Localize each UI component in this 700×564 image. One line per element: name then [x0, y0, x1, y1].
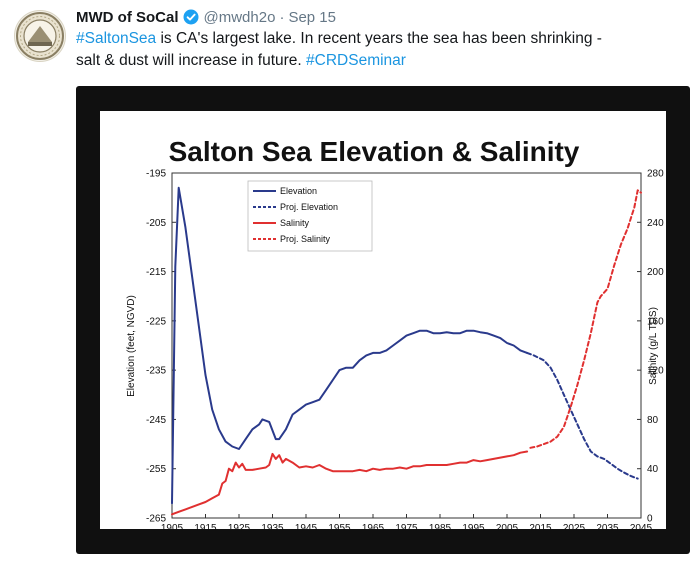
tweet-media-image[interactable]: Salton Sea Elevation & Salinity 1905 1915…	[76, 86, 690, 554]
user-name[interactable]: MWD of SoCal	[76, 8, 179, 26]
chart-slide: Salton Sea Elevation & Salinity 1905 1915…	[100, 111, 666, 535]
verified-badge-icon	[183, 9, 198, 25]
separator-dot: ·	[279, 8, 285, 26]
tweet-text: #SaltonSea is CA's largest lake. In rece…	[76, 28, 686, 72]
legend-label-salinity: Salinity	[280, 218, 310, 228]
x-tick-label: 1965	[362, 523, 385, 529]
y2-axis-label: Salinity (g/L TDS)	[648, 307, 659, 385]
mwd-seal-logo	[16, 12, 64, 60]
x-tick-label: 1955	[328, 523, 351, 529]
y-tick-label: -245	[146, 415, 166, 426]
legend-label-elevation: Elevation	[280, 186, 317, 196]
hashtag-saltonsea[interactable]: #SaltonSea	[76, 30, 157, 47]
y2-tick-label: 120	[647, 366, 664, 377]
x-tick-label: 2015	[529, 523, 552, 529]
tweet-header: MWD of SoCal @mwdh2o · Sep 15	[76, 6, 336, 28]
y2-tick-label: 0	[647, 514, 653, 525]
x-tick-label: 2045	[630, 523, 653, 529]
x-tick-label: 1985	[429, 523, 452, 529]
y-tick-label: -205	[146, 218, 166, 229]
tweet-date[interactable]: Sep 15	[288, 8, 336, 26]
x-tick-label: 1935	[261, 523, 284, 529]
legend-label-proj-elevation: Proj. Elevation	[280, 202, 338, 212]
series-line-salinity	[171, 450, 529, 516]
tweet-body-1: is CA's largest lake. In recent years th…	[156, 30, 602, 47]
y-axis-label: Elevation (feet, NGVD)	[126, 295, 137, 397]
y2-tick-label: 280	[647, 169, 664, 180]
avatar[interactable]	[14, 10, 66, 62]
plot-frame	[171, 172, 642, 519]
series-line-proj-elevation	[526, 351, 639, 480]
chart-axes: 1905 1915 1925 1935 1945 1955 1965 1975 1985 1995…	[146, 169, 664, 535]
x-tick-label: 2025	[563, 523, 586, 529]
user-handle[interactable]: @mwdh2o	[203, 8, 276, 26]
tweet-text-line-1: #SaltonSea is CA's largest lake. In rece…	[76, 28, 686, 50]
x-tick-label: 2035	[596, 523, 619, 529]
series-line-elevation	[171, 186, 529, 505]
y-tick-label: -255	[146, 464, 166, 475]
chart-lines	[171, 186, 642, 516]
y2-tick-label: 160	[647, 316, 664, 327]
series-line-proj-salinity	[529, 189, 642, 449]
y-tick-label: -265	[146, 514, 166, 525]
y-tick-label: -195	[146, 169, 166, 180]
x-tick-label: 2005	[496, 523, 519, 529]
y2-tick-label: 80	[647, 415, 659, 426]
y2-tick-label: 200	[647, 267, 664, 278]
tweet-body-2: salt & dust will increase in future.	[76, 52, 307, 69]
x-tick-label: 1905	[161, 523, 184, 529]
x-tick-label: 1995	[462, 523, 485, 529]
x-tick-label: 1925	[228, 523, 251, 529]
y2-tick-label: 40	[647, 464, 659, 475]
x-tick-label: 1945	[295, 523, 318, 529]
legend-label-proj-salinity: Proj. Salinity	[280, 234, 331, 244]
x-tick-label: 1915	[194, 523, 217, 529]
salton-sea-chart: Salton Sea Elevation & Salinity 1905 1915…	[126, 136, 664, 535]
y-tick-label: -235	[146, 366, 166, 377]
x-tick-label: 1975	[395, 523, 418, 529]
chart-title: Salton Sea Elevation & Salinity	[169, 136, 580, 167]
y-tick-label: -215	[146, 267, 166, 278]
hashtag-crdseminar[interactable]: #CRDSeminar	[306, 52, 406, 69]
y2-tick-label: 240	[647, 218, 664, 229]
tweet-text-line-2: salt & dust will increase in future. #CR…	[76, 50, 686, 72]
chart-legend: Elevation Proj. Elevation Salinity Proj.…	[247, 180, 373, 252]
y-tick-label: -225	[146, 316, 166, 327]
